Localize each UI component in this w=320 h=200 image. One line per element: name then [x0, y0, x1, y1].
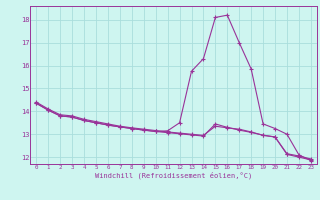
- X-axis label: Windchill (Refroidissement éolien,°C): Windchill (Refroidissement éolien,°C): [95, 171, 252, 179]
